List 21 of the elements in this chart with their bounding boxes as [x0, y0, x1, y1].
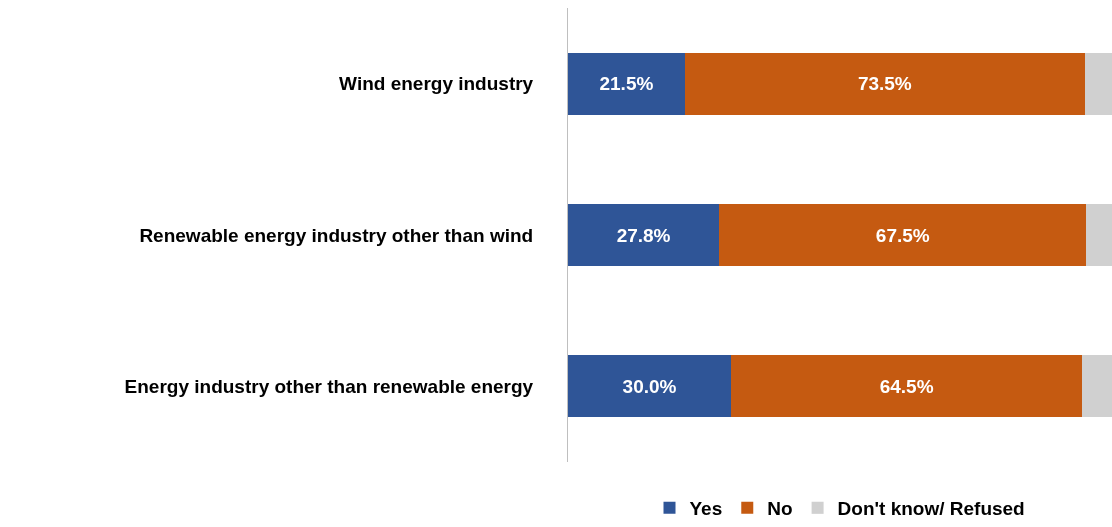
bar — [719, 203, 1087, 267]
data-label: 27.8% — [616, 224, 671, 246]
legend-label: Yes — [689, 498, 723, 520]
bar — [684, 52, 1085, 115]
data-label: 64.5% — [879, 375, 934, 397]
y-tick-label: Wind energy industry — [339, 73, 534, 95]
legend-label: No — [767, 498, 793, 520]
y-tick-label: Renewable energy industry other than wind — [139, 224, 534, 246]
y-tick-label: Energy industry other than renewable energy — [124, 375, 534, 397]
data-label: 21.5% — [599, 73, 654, 95]
bar — [1082, 355, 1112, 418]
bar — [568, 52, 685, 115]
data-label: 30.0% — [622, 375, 677, 397]
bar — [731, 355, 1083, 418]
bar — [1086, 203, 1112, 267]
bar — [568, 355, 732, 418]
bar — [568, 203, 720, 267]
data-label: 73.5% — [857, 73, 912, 95]
data-label: 67.5% — [875, 224, 930, 246]
legend-label: Don't know/ Refused — [837, 498, 1025, 520]
bar — [1084, 52, 1112, 115]
